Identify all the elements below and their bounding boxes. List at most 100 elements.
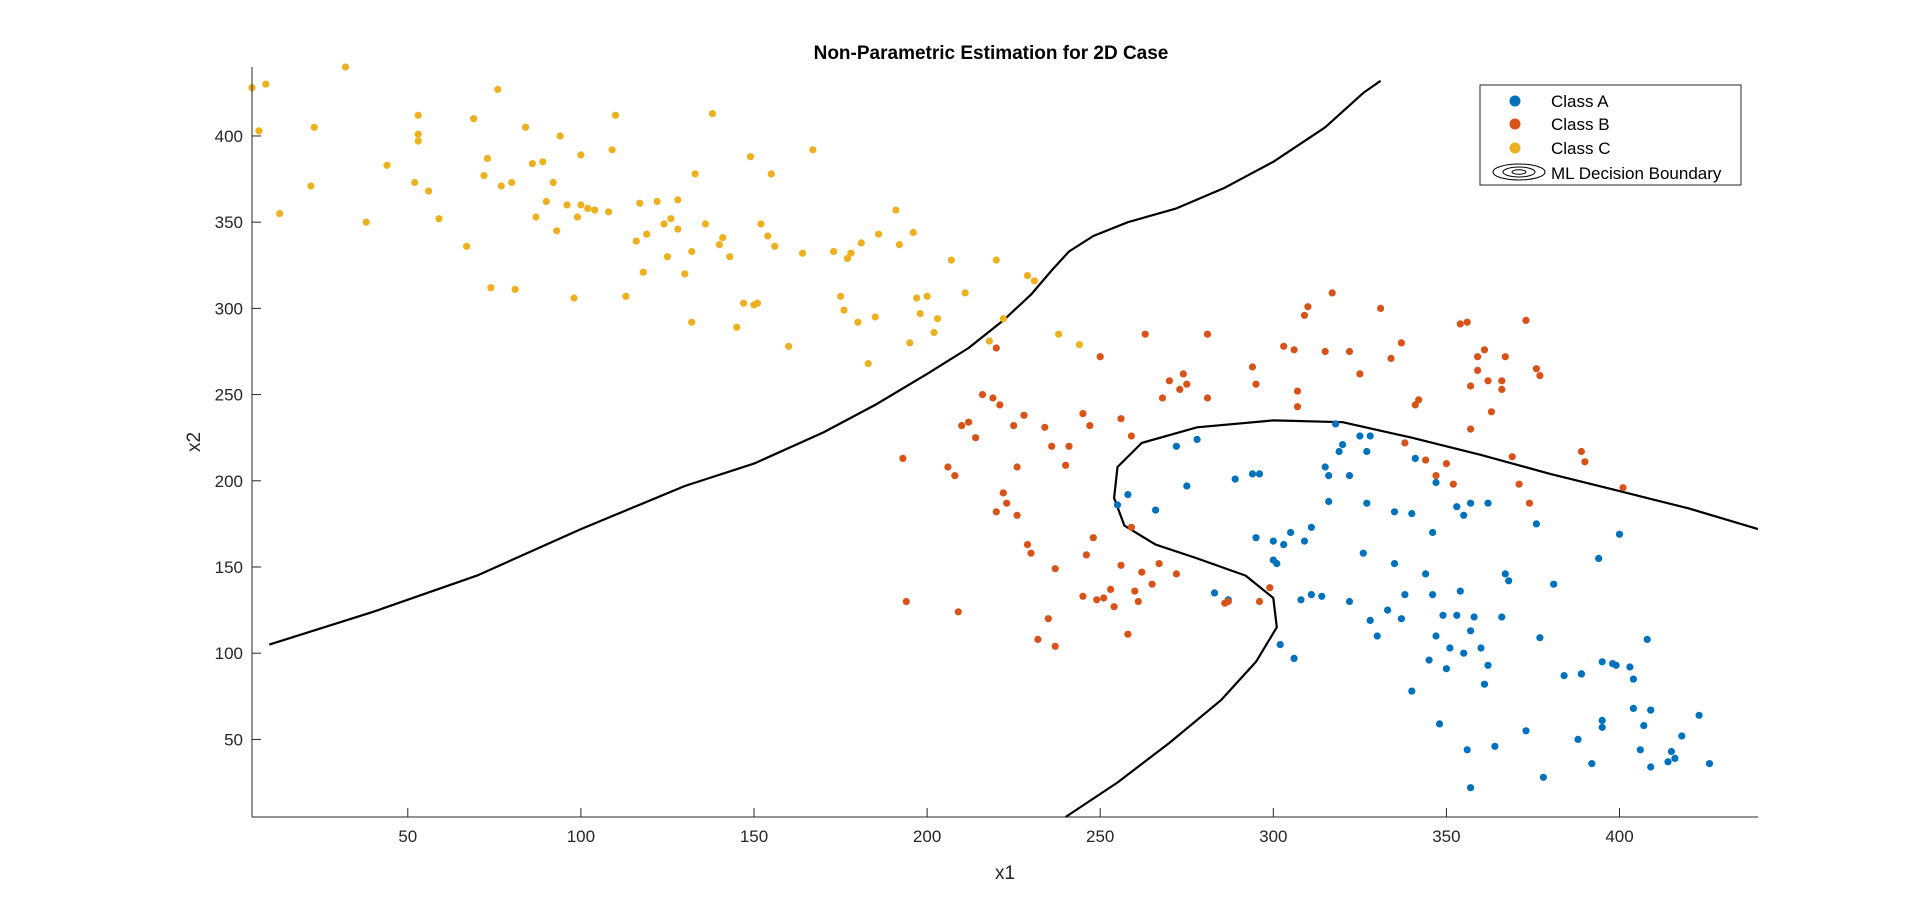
point-class-a xyxy=(1397,615,1405,623)
point-class-a xyxy=(1470,613,1478,621)
point-class-b xyxy=(1467,382,1475,390)
point-class-c xyxy=(608,146,616,154)
point-class-c xyxy=(923,292,931,300)
point-class-c xyxy=(840,306,848,314)
point-class-c xyxy=(1075,341,1083,349)
point-class-a xyxy=(1467,627,1475,635)
point-class-c xyxy=(999,315,1007,323)
point-class-c xyxy=(726,253,734,261)
point-class-c xyxy=(480,172,488,180)
point-class-b xyxy=(1293,403,1302,411)
point-class-a xyxy=(1318,592,1326,600)
point-class-a xyxy=(1532,520,1540,528)
point-class-c xyxy=(985,337,994,345)
point-class-b xyxy=(1581,458,1589,466)
point-class-c xyxy=(435,215,443,223)
point-class-c xyxy=(570,294,578,302)
point-class-a xyxy=(1307,523,1315,531)
point-class-a xyxy=(1356,432,1364,440)
point-class-b xyxy=(1131,587,1139,595)
point-class-b xyxy=(1397,339,1405,347)
point-class-c xyxy=(276,210,284,218)
point-class-b xyxy=(1141,330,1149,338)
y-tick-label: 350 xyxy=(215,213,243,232)
point-class-c xyxy=(830,247,838,256)
point-class-c xyxy=(715,241,724,249)
point-class-c xyxy=(411,178,419,187)
point-class-b xyxy=(1179,370,1187,378)
point-class-b xyxy=(1176,385,1184,393)
point-class-a xyxy=(1550,580,1558,588)
point-class-a xyxy=(1345,472,1354,480)
point-class-c xyxy=(528,160,537,168)
point-class-a xyxy=(1366,616,1374,625)
data-points-layer xyxy=(248,63,1714,792)
point-class-c xyxy=(414,111,422,119)
point-class-b xyxy=(1498,377,1506,385)
point-class-b xyxy=(1356,370,1364,378)
point-class-b xyxy=(1027,549,1035,557)
x-tick-label: 50 xyxy=(398,827,417,846)
point-class-a xyxy=(1210,589,1219,597)
point-class-c xyxy=(591,206,599,214)
point-class-c xyxy=(483,154,491,162)
point-class-b xyxy=(1127,523,1135,531)
point-class-b xyxy=(1480,346,1489,354)
point-class-c xyxy=(521,123,530,131)
point-class-a xyxy=(1335,447,1343,456)
point-class-a xyxy=(1615,530,1624,538)
point-class-a xyxy=(1664,758,1672,766)
point-class-a xyxy=(1671,754,1679,763)
point-class-c xyxy=(611,111,620,119)
point-class-a xyxy=(1598,658,1606,666)
axes xyxy=(251,67,1758,818)
point-class-b xyxy=(1003,499,1011,507)
point-class-c xyxy=(771,242,779,250)
point-class-a xyxy=(1113,501,1122,509)
point-class-c xyxy=(764,232,772,240)
point-class-b xyxy=(965,418,973,426)
point-class-a xyxy=(1124,491,1132,499)
point-class-c xyxy=(719,234,727,242)
point-class-b xyxy=(1255,597,1264,606)
point-class-a xyxy=(1643,635,1651,644)
point-class-a xyxy=(1539,773,1547,781)
point-class-b xyxy=(902,597,910,606)
point-class-c xyxy=(636,199,644,207)
point-class-a xyxy=(1477,644,1485,652)
point-class-c xyxy=(753,299,762,307)
point-class-b xyxy=(1415,396,1423,404)
point-class-b xyxy=(951,472,959,480)
point-class-a xyxy=(1498,613,1506,621)
point-class-a xyxy=(1401,591,1409,599)
point-class-a xyxy=(1276,641,1284,649)
point-class-a xyxy=(1325,472,1333,480)
point-class-b xyxy=(1463,318,1471,326)
point-class-b xyxy=(1165,377,1173,385)
point-class-b xyxy=(1093,596,1101,604)
point-class-a xyxy=(1501,570,1509,578)
x-tick-label: 200 xyxy=(913,827,941,846)
point-class-c xyxy=(577,151,585,159)
y-tick-label: 200 xyxy=(215,472,243,491)
point-class-b xyxy=(1044,615,1052,623)
point-class-c xyxy=(909,228,917,237)
point-class-a xyxy=(1467,499,1475,507)
point-class-a xyxy=(1429,528,1437,537)
point-class-b xyxy=(1525,499,1534,507)
point-class-a xyxy=(1390,508,1399,516)
point-class-a xyxy=(1695,711,1703,719)
chart-title: Non-Parametric Estimation for 2D Case xyxy=(814,43,1169,64)
point-class-a xyxy=(1321,463,1329,471)
point-class-b xyxy=(996,401,1004,409)
point-class-c xyxy=(691,170,699,178)
point-class-a xyxy=(1484,499,1492,507)
point-class-a xyxy=(1332,420,1340,428)
point-class-a xyxy=(1612,661,1620,669)
point-class-a xyxy=(1453,611,1461,619)
point-class-a xyxy=(1435,720,1444,728)
point-class-a xyxy=(1467,784,1475,792)
point-class-a xyxy=(1183,482,1191,490)
point-class-b xyxy=(1377,304,1385,312)
point-class-b xyxy=(1515,480,1523,488)
